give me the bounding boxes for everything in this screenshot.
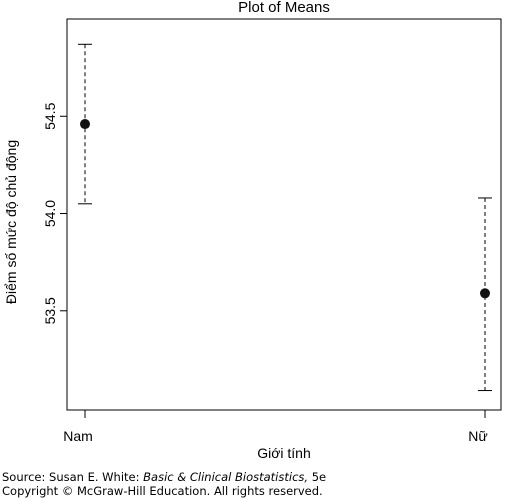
x-axis-label: Giới tính xyxy=(257,445,311,461)
source-prefix: Source: Susan E. White: xyxy=(2,470,144,484)
source-book-title: Basic & Clinical Biostatistics, xyxy=(143,470,309,484)
x-tick-label: Nữ xyxy=(468,428,487,444)
y-tick-label: 53.5 xyxy=(42,297,58,324)
plot-of-means-chart: Plot of Means Giới tính Điểm số mức độ c… xyxy=(3,0,502,461)
source-line: Source: Susan E. White: Basic & Clinical… xyxy=(2,470,326,484)
x-tick-label: Nam xyxy=(63,428,93,444)
plot-frame xyxy=(66,18,502,411)
copyright-line: Copyright © McGraw-Hill Education. All r… xyxy=(2,484,323,498)
source-citation: Source: Susan E. White: Basic & Clinical… xyxy=(2,470,326,498)
y-axis: 53.5 54.0 54.5 xyxy=(42,102,67,324)
x-axis: Nam Nữ xyxy=(63,410,488,444)
mean-point xyxy=(80,119,90,130)
mean-point xyxy=(480,288,490,299)
data-marks xyxy=(78,43,492,392)
y-axis-label: Điểm số mức độ chủ động xyxy=(3,140,19,304)
y-tick-label: 54.5 xyxy=(42,102,58,129)
y-tick-label: 54.0 xyxy=(42,200,58,227)
source-edition: 5e xyxy=(308,470,327,484)
chart-title: Plot of Means xyxy=(238,0,330,16)
